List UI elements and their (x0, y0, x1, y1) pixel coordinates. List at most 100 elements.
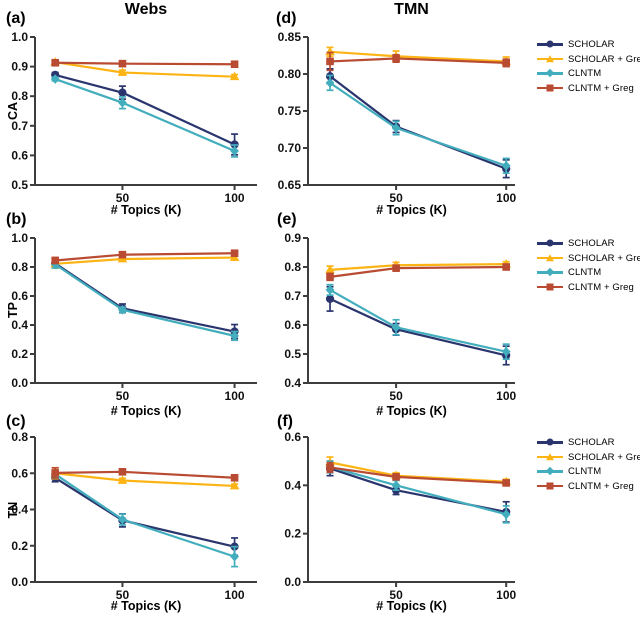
series-scholar-greg (50, 466, 240, 490)
legend-label: SCHOLAR + Greg (568, 252, 640, 264)
triangle-marker-icon (546, 254, 554, 262)
y-tick-label: 0.7 (11, 119, 28, 133)
x-tick-label: 100 (225, 588, 245, 602)
x-tick-label: 50 (389, 588, 403, 602)
diamond-marker-icon (325, 78, 335, 88)
y-tick-label: 0.6 (11, 148, 28, 162)
y-tick-label: 0.4 (11, 503, 28, 517)
diamond-marker-icon (118, 514, 127, 525)
y-tick-label: 0.2 (284, 527, 301, 541)
legend-item-clntm-greg: CLNTM + Greg (537, 481, 639, 492)
legend-item-scholar: SCHOLAR (537, 39, 639, 50)
square-marker-icon (392, 54, 400, 63)
square-marker-icon (118, 59, 127, 68)
chart-panel-d: 0.65 0.70 0.75 0.80 0.85 50 100 (278, 30, 517, 205)
square-marker-icon (51, 469, 59, 477)
legend-item-scholar-greg: SCHOLAR + Greg (537, 54, 640, 65)
diamond-marker-icon (545, 69, 555, 78)
y-tick-label: 0.2 (11, 539, 28, 553)
triangle-marker-icon (325, 264, 335, 274)
y-tick-label: 0.8 (11, 260, 28, 274)
circle-marker-icon (546, 40, 554, 48)
legend-marker-line (537, 69, 563, 78)
y-tick-label: 0.2 (11, 347, 28, 361)
legend-marker-line (537, 482, 563, 490)
legend-item-scholar: SCHOLAR (537, 238, 639, 249)
legend-marker-line (537, 55, 563, 63)
series-scholar (325, 285, 511, 366)
diamond-marker-icon (50, 74, 60, 84)
series-clntm-greg (326, 263, 510, 282)
y-tick-label: 0.8 (284, 260, 301, 274)
square-marker-icon (502, 263, 510, 271)
legend-item-clntm: CLNTM (537, 68, 639, 79)
x-axis-title-e: # Topics (K) (376, 404, 447, 418)
square-marker-icon (230, 473, 239, 482)
square-marker-icon (502, 479, 510, 487)
series-scholar (325, 67, 511, 179)
x-tick-label: 50 (116, 191, 130, 205)
y-tick-label: 0.80 (278, 67, 302, 81)
chart-panel-a: 0.5 0.6 0.7 0.8 0.9 1.0 50 100 (11, 30, 257, 205)
diamond-marker-icon (391, 123, 401, 133)
panel-label-d: (d) (276, 10, 297, 27)
legend-label: CLNTM + Greg (568, 281, 634, 293)
y-tick-label: 0.4 (284, 478, 301, 492)
y-tick-label: 0.5 (284, 347, 301, 361)
x-axis-title-b: # Topics (K) (110, 404, 182, 418)
diamond-marker-icon (118, 304, 127, 315)
legend-label: CLNTM + Greg (568, 480, 634, 492)
square-marker-icon (51, 58, 59, 67)
diamond-marker-icon (391, 480, 401, 491)
triangle-marker-icon (546, 453, 554, 461)
column-title-webs: Webs (124, 1, 168, 18)
chart-panel-f: 0.0 0.2 0.4 0.6 50 100 (284, 430, 516, 602)
y-tick-label: 0.8 (11, 89, 28, 103)
square-marker-icon (118, 250, 127, 259)
legend-label: CLNTM (568, 267, 602, 278)
x-axis-title-f: # Topics (K) (376, 599, 447, 613)
diamond-marker-icon (118, 97, 127, 108)
legend-row-2: SCHOLAR SCHOLAR + Greg CLNTM CLNTM + Greg (537, 238, 640, 293)
triangle-marker-icon (229, 71, 240, 81)
series-scholar-greg (50, 57, 240, 81)
legend-label: SCHOLAR (568, 39, 615, 50)
diamond-marker-icon (325, 285, 335, 295)
legend-label: SCHOLAR (568, 238, 615, 249)
circle-marker-icon (546, 438, 554, 446)
y-tick-label: 0.4 (11, 318, 28, 332)
y-axis-title-ca: CA (6, 101, 20, 121)
y-tick-label: 0.70 (278, 141, 302, 155)
square-marker-icon (118, 468, 127, 476)
chart-panel-c: 0.0 0.2 0.4 0.6 0.8 50 100 (11, 430, 257, 602)
x-axis-title-d: # Topics (K) (376, 203, 447, 217)
square-marker-icon (326, 463, 334, 472)
chart-panel-e: 0.4 0.5 0.6 0.7 0.8 0.9 50 100 (284, 231, 516, 403)
legend-item-scholar-greg: SCHOLAR + Greg (537, 451, 640, 463)
legend-label: SCHOLAR + Greg (568, 451, 640, 463)
square-marker-icon (546, 84, 554, 92)
square-marker-icon (392, 473, 400, 481)
panel-label-c: (c) (6, 413, 26, 430)
legend-marker-line (537, 84, 563, 92)
y-tick-label: 0.6 (11, 289, 28, 303)
diamond-marker-icon (230, 146, 239, 156)
series-clntm (50, 74, 239, 158)
x-tick-label: 100 (496, 588, 516, 602)
legend-label: CLNTM (568, 68, 602, 79)
triangle-marker-icon (546, 55, 554, 63)
y-tick-label: 0.5 (11, 178, 28, 192)
x-tick-label: 50 (116, 588, 130, 602)
x-axis-title-a: # Topics (K) (110, 203, 182, 217)
legend-marker-line (537, 453, 563, 461)
square-marker-icon (230, 249, 239, 258)
square-marker-icon (230, 60, 239, 69)
diamond-marker-icon (230, 331, 239, 341)
y-tick-label: 1.0 (11, 231, 28, 245)
square-marker-icon (326, 273, 334, 281)
y-tick-label: 1.0 (11, 30, 28, 44)
series-clntm (50, 259, 239, 342)
y-axis-title-tn: TN (6, 501, 20, 519)
legend-row-3: SCHOLAR SCHOLAR + Greg CLNTM CLNTM + Greg (537, 437, 640, 492)
